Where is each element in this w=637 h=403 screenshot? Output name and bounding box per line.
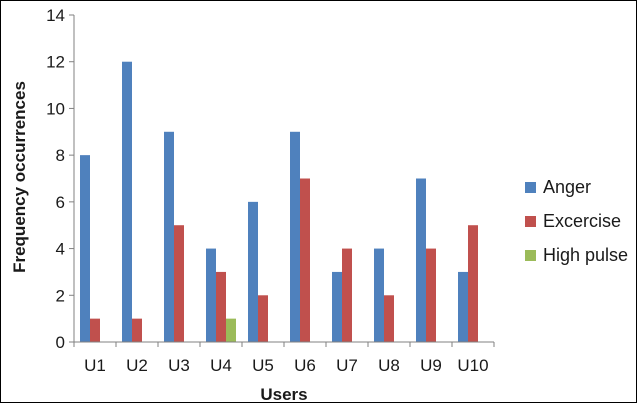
bar-anger-u5	[248, 201, 258, 342]
bar-anger-u4	[206, 248, 216, 342]
legend-label-excercise: Excercise	[543, 211, 621, 231]
x-tick-label-u10: U10	[457, 356, 488, 375]
x-tick-marks	[73, 342, 495, 347]
y-axis-title: Frequency occurrences	[10, 81, 29, 273]
bar-anger-u7	[332, 271, 342, 342]
bar-anger-u9	[416, 178, 426, 342]
y-tick-label-0: 0	[56, 333, 65, 352]
bar-excercise-u10	[468, 225, 478, 342]
legend-label-anger: Anger	[543, 177, 591, 197]
legend-swatch-anger	[525, 182, 536, 193]
y-tick-label-2: 2	[56, 286, 65, 305]
bar-anger-u8	[374, 248, 384, 342]
x-tick-label-u3: U3	[168, 356, 190, 375]
x-tick-label-u9: U9	[420, 356, 442, 375]
x-tick-label-u5: U5	[252, 356, 274, 375]
bar-anger-u2	[122, 61, 132, 342]
bar-excercise-u5	[258, 295, 268, 342]
bar-excercise-u8	[384, 295, 394, 342]
bar-excercise-u6	[300, 178, 310, 342]
bars	[80, 61, 478, 342]
x-axis-title: Users	[260, 385, 307, 402]
bar-excercise-u1	[90, 318, 100, 342]
bar-excercise-u4	[216, 271, 226, 342]
y-tick-label-14: 14	[46, 6, 65, 25]
x-tick-label-u1: U1	[84, 356, 106, 375]
y-tick-label-12: 12	[46, 53, 65, 72]
bar-excercise-u7	[342, 248, 352, 342]
legend-label-high-pulse: High pulse	[543, 245, 628, 265]
bar-anger-u6	[290, 131, 300, 342]
bar-anger-u1	[80, 155, 90, 342]
bar-excercise-u9	[426, 248, 436, 342]
bar-high-pulse-u4	[226, 318, 236, 342]
bar-excercise-u2	[132, 318, 142, 342]
y-tick-labels: 0 2 4 6 8 10 12 14	[46, 6, 65, 352]
bar-anger-u3	[164, 131, 174, 342]
y-tick-label-8: 8	[56, 146, 65, 165]
x-tick-label-u7: U7	[336, 356, 358, 375]
y-tick-label-10: 10	[46, 99, 65, 118]
bar-anger-u10	[458, 271, 468, 342]
x-tick-label-u4: U4	[210, 356, 232, 375]
axes	[69, 14, 495, 347]
x-tick-label-u8: U8	[378, 356, 400, 375]
legend: Anger Excercise High pulse	[525, 177, 628, 265]
legend-swatch-excercise	[525, 216, 536, 227]
x-tick-label-u2: U2	[126, 356, 148, 375]
x-tick-labels: U1 U2 U3 U4 U5 U6 U7 U8 U9 U10	[84, 356, 488, 375]
legend-swatch-high-pulse	[525, 250, 536, 261]
bar-excercise-u3	[174, 225, 184, 342]
x-tick-label-u6: U6	[294, 356, 316, 375]
y-tick-marks	[69, 14, 74, 343]
y-tick-label-6: 6	[56, 193, 65, 212]
y-tick-label-4: 4	[56, 240, 65, 259]
